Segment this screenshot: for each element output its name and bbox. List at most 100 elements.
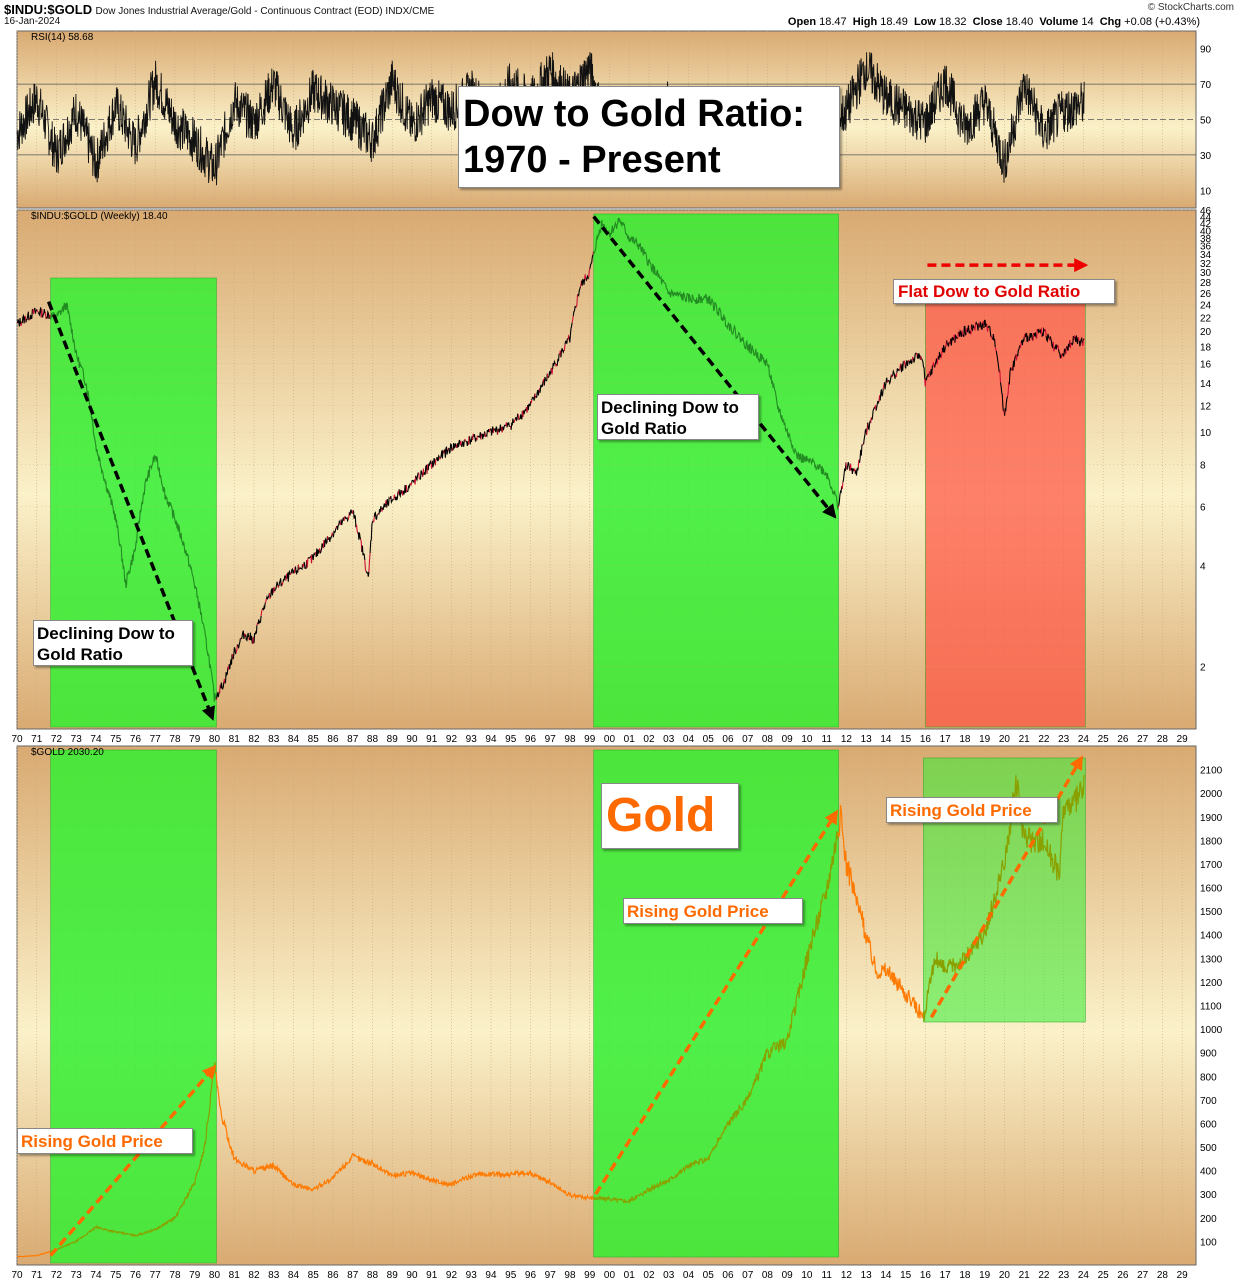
- ratio-line: [434, 458, 437, 466]
- volume-value: 14: [1081, 16, 1094, 28]
- orange-trend-arrow: [929, 755, 1083, 1019]
- ratio-line: [448, 442, 453, 454]
- gold-tick-label: 1300: [1200, 954, 1223, 965]
- x-tick-label: 24: [1078, 734, 1090, 745]
- x-tick-label: 00: [604, 1270, 616, 1281]
- gold-tick-label: 2000: [1200, 789, 1223, 800]
- x-tick-label: 12: [841, 1270, 853, 1281]
- open-value: 18.47: [819, 16, 847, 28]
- ratio-line: [530, 399, 533, 404]
- ratio-line: [299, 564, 304, 571]
- ratio-line: [554, 363, 558, 367]
- ratio-line: [352, 510, 358, 528]
- green-zone: [593, 213, 839, 728]
- ratio-line: [1052, 341, 1055, 352]
- ratio-line: [1053, 343, 1058, 350]
- ratio-line: [274, 581, 279, 592]
- symbol-description: Dow Jones Industrial Average/Gold - Cont…: [95, 6, 435, 17]
- x-tick-label: 21: [1019, 734, 1031, 745]
- ratio-line: [264, 598, 267, 604]
- ratio-tick-label: 20: [1200, 327, 1212, 338]
- ratio-line: [498, 424, 503, 433]
- x-tick-label: 17: [940, 1270, 952, 1281]
- ratio-line: [966, 325, 971, 334]
- x-tick-label: 03: [663, 1270, 675, 1281]
- x-tick-label: 20: [999, 1270, 1011, 1281]
- ratio-line: [1007, 382, 1010, 397]
- ratio-line: [36, 309, 39, 313]
- x-tick-label: 86: [327, 734, 339, 745]
- x-tick-label: 82: [248, 734, 260, 745]
- ratio-line: [1082, 338, 1085, 341]
- ratio-tick-label: 32: [1200, 259, 1212, 270]
- x-tick-label: 98: [564, 1270, 576, 1281]
- ratio-tick-label: 26: [1200, 289, 1212, 300]
- ratio-line: [589, 254, 594, 269]
- ratio-line: [25, 311, 30, 323]
- ratio-line: [257, 615, 262, 625]
- ratio-line: [539, 380, 544, 393]
- x-tick-label: 05: [703, 734, 715, 745]
- x-tick-label: 27: [1137, 734, 1149, 745]
- gold-callout: Gold: [601, 783, 739, 849]
- x-tick-label: 19: [979, 734, 991, 745]
- x-tick-label: 12: [841, 734, 853, 745]
- x-tick-label: 06: [722, 1270, 734, 1281]
- ratio-line: [1078, 336, 1083, 347]
- ratio-line: [588, 268, 591, 278]
- gold-tick-label: 1500: [1200, 907, 1223, 918]
- x-tick-label: 72: [51, 734, 63, 745]
- x-tick-label: 25: [1098, 1270, 1110, 1281]
- ratio-line: [575, 294, 579, 308]
- ratio-line: [294, 564, 299, 576]
- x-tick-label: 83: [268, 734, 280, 745]
- x-tick-label: 85: [308, 1270, 320, 1281]
- ratio-line: [319, 543, 324, 554]
- rising-gold-callout-3: Rising Gold Price: [886, 797, 1058, 823]
- ohlc-readout: Open 18.47 High 18.49 Low 18.32 Close 18…: [788, 16, 1200, 28]
- ratio-line: [950, 337, 955, 346]
- ratio-line: [40, 308, 44, 318]
- ratio-line: [277, 585, 280, 589]
- ratio-line: [842, 462, 847, 483]
- ratio-line: [460, 440, 465, 448]
- ratio-line: [249, 632, 254, 645]
- x-tick-label: 95: [505, 734, 517, 745]
- rsi-tick-label: 70: [1200, 80, 1212, 91]
- ratio-tick-label: 8: [1200, 461, 1206, 472]
- gold-tick-label: 1600: [1200, 884, 1223, 895]
- x-tick-label: 08: [762, 1270, 774, 1281]
- x-tick-label: 05: [703, 1270, 715, 1281]
- gold-tick-label: 200: [1200, 1214, 1217, 1225]
- ratio-tick-label: 42: [1200, 219, 1212, 230]
- ratio-line: [220, 682, 225, 691]
- ratio-line: [438, 457, 442, 461]
- ratio-line: [903, 360, 906, 367]
- ratio-line: [841, 482, 844, 490]
- ratio-line: [1073, 335, 1076, 340]
- ratio-line: [954, 334, 958, 343]
- x-tick-label: 06: [722, 734, 734, 745]
- flat-ratio-callout: Flat Dow to Gold Ratio: [893, 279, 1115, 304]
- ratio-line: [215, 698, 218, 701]
- x-tick-label: 21: [1019, 1270, 1031, 1281]
- ratio-line: [473, 434, 478, 442]
- rising-gold-callout-1: Rising Gold Price: [17, 1128, 193, 1154]
- x-tick-label: 26: [1117, 1270, 1129, 1281]
- ratio-line: [970, 323, 975, 332]
- ratio-line: [444, 446, 449, 458]
- x-tick-label: 82: [248, 1270, 260, 1281]
- ratio-line: [409, 482, 413, 487]
- brand-watermark: © StockCharts.com: [1147, 2, 1234, 13]
- declining-ratio-callout-1: Declining Dow to Gold Ratio: [33, 620, 193, 666]
- ratio-line: [846, 462, 851, 472]
- ratio-line: [999, 382, 1004, 412]
- ratio-line: [1056, 345, 1060, 350]
- gold-tick-label: 900: [1200, 1049, 1217, 1060]
- x-tick-label: 80: [209, 734, 221, 745]
- x-tick-label: 79: [189, 1270, 201, 1281]
- ratio-line: [858, 444, 863, 463]
- x-tick-label: 03: [663, 734, 675, 745]
- ratio-line: [17, 318, 22, 327]
- ratio-line: [849, 463, 852, 471]
